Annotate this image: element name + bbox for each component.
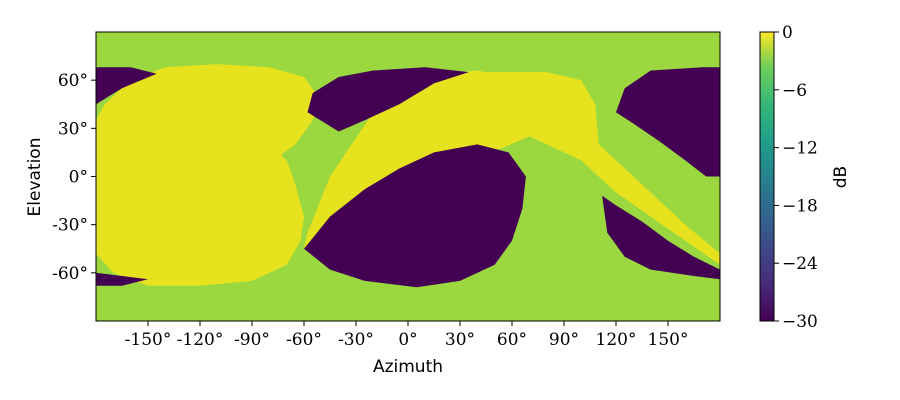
colorbar-label: dB <box>831 166 851 188</box>
x-tick-label: 150° <box>648 330 689 350</box>
heatmap-region-null-upper-mid <box>307 67 469 132</box>
x-tick-label: 90° <box>549 330 579 350</box>
colorbar-tick-label: −18 <box>782 196 818 216</box>
x-tick-label: -120° <box>177 330 224 350</box>
colorbar-tick-label: 0 <box>782 23 793 43</box>
x-tick-label: 0° <box>398 330 417 350</box>
heatmap-regions <box>96 64 720 288</box>
heatmap-region-null-upper-right <box>616 67 720 177</box>
y-tick-label: -30° <box>52 216 88 236</box>
x-tick-label: -90° <box>234 330 270 350</box>
x-tick-label: -30° <box>338 330 374 350</box>
heatmap-region-main-lobe-b <box>304 70 720 265</box>
heatmap-region-null-center <box>304 144 526 288</box>
colorbar-tick-label: −24 <box>782 254 818 274</box>
heatmap-region-null-upper-left <box>96 67 157 105</box>
colorbar: 0 −6 −12 −18 −24 −30 dB <box>759 23 851 332</box>
heatmap-region-null-lower-right <box>602 195 720 280</box>
y-axis-label: Elevation <box>25 138 45 217</box>
x-axis-label: Azimuth <box>373 357 443 377</box>
y-tick-label: -60° <box>52 264 88 284</box>
y-axis-ticks: 60° 30° 0° -30° -60° <box>52 71 96 284</box>
x-tick-label: -60° <box>286 330 322 350</box>
y-tick-label: 60° <box>58 71 88 91</box>
x-tick-label: 120° <box>596 330 637 350</box>
heatmap-plot-area <box>95 31 721 322</box>
x-tick-label: 60° <box>497 330 527 350</box>
heatmap-region-null-lower-left <box>96 272 148 286</box>
heatmap-region-main-lobe-a <box>96 64 318 286</box>
colorbar-tick-label: −30 <box>782 312 818 332</box>
x-axis-ticks: -150° -120° -90° -60° -30° 0° 30° 60° 90° 120° 150… <box>125 321 689 350</box>
colorbar-tick-label: −12 <box>782 139 818 159</box>
x-tick-label: -150° <box>125 330 172 350</box>
y-tick-label: 0° <box>69 168 88 188</box>
colorbar-tick-label: −6 <box>782 81 807 101</box>
colorbar-ticks: 0 −6 −12 −18 −24 −30 <box>774 23 818 332</box>
y-tick-label: 30° <box>58 119 88 139</box>
colorbar-gradient <box>759 31 775 322</box>
x-tick-label: 30° <box>445 330 475 350</box>
